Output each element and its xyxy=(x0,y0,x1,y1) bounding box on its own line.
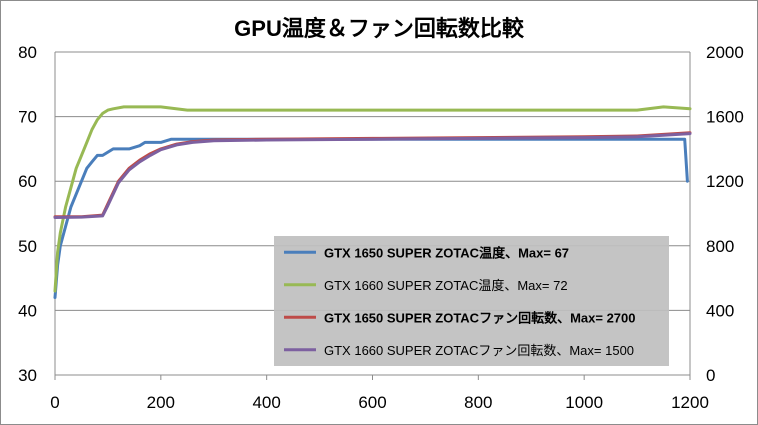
series-lines xyxy=(53,105,692,299)
x-tick-label: 0 xyxy=(50,393,59,412)
axes: 80 70 60 50 40 30 2000 1600 1200 800 400 0 0 200 400 60… xyxy=(18,43,744,412)
legend-entry: GTX 1650 SUPER ZOTAC温度、Max= 67 xyxy=(324,245,569,260)
series-line-4 xyxy=(53,132,692,219)
x-tick-label: 1000 xyxy=(565,393,603,412)
y-tick-label: 40 xyxy=(18,301,37,320)
y-tick-label: 30 xyxy=(18,366,37,385)
x-tick-label: 400 xyxy=(252,393,280,412)
legend-entry: GTX 1660 SUPER ZOTAC温度、Max= 72 xyxy=(324,278,568,293)
legend-entry: GTX 1650 SUPER ZOTACファン回転数、Max= 2700 xyxy=(324,310,636,325)
y2-tick-label: 400 xyxy=(706,301,734,320)
series-line-2 xyxy=(53,105,692,293)
chart-title: GPU温度＆ファン回転数比較 xyxy=(234,16,525,41)
legend-box xyxy=(274,236,669,366)
x-tick-label: 600 xyxy=(358,393,386,412)
y-tick-label: 70 xyxy=(18,108,37,127)
y-tick-label: 60 xyxy=(18,172,37,191)
y-tick-label: 80 xyxy=(18,43,37,62)
y2-tick-label: 1600 xyxy=(706,108,744,127)
x-tick-label: 1200 xyxy=(671,393,709,412)
y2-tick-label: 0 xyxy=(706,366,715,385)
x-tick-label: 800 xyxy=(464,393,492,412)
y-tick-label: 50 xyxy=(18,237,37,256)
legend-entry: GTX 1660 SUPER ZOTACファン回転数、Max= 1500 xyxy=(324,343,634,358)
y2-tick-label: 2000 xyxy=(706,43,744,62)
legend: GTX 1650 SUPER ZOTAC温度、Max= 67 GTX 1660 S… xyxy=(274,236,669,366)
y2-tick-label: 800 xyxy=(706,237,734,256)
y2-tick-label: 1200 xyxy=(706,172,744,191)
x-tick-label: 200 xyxy=(147,393,175,412)
